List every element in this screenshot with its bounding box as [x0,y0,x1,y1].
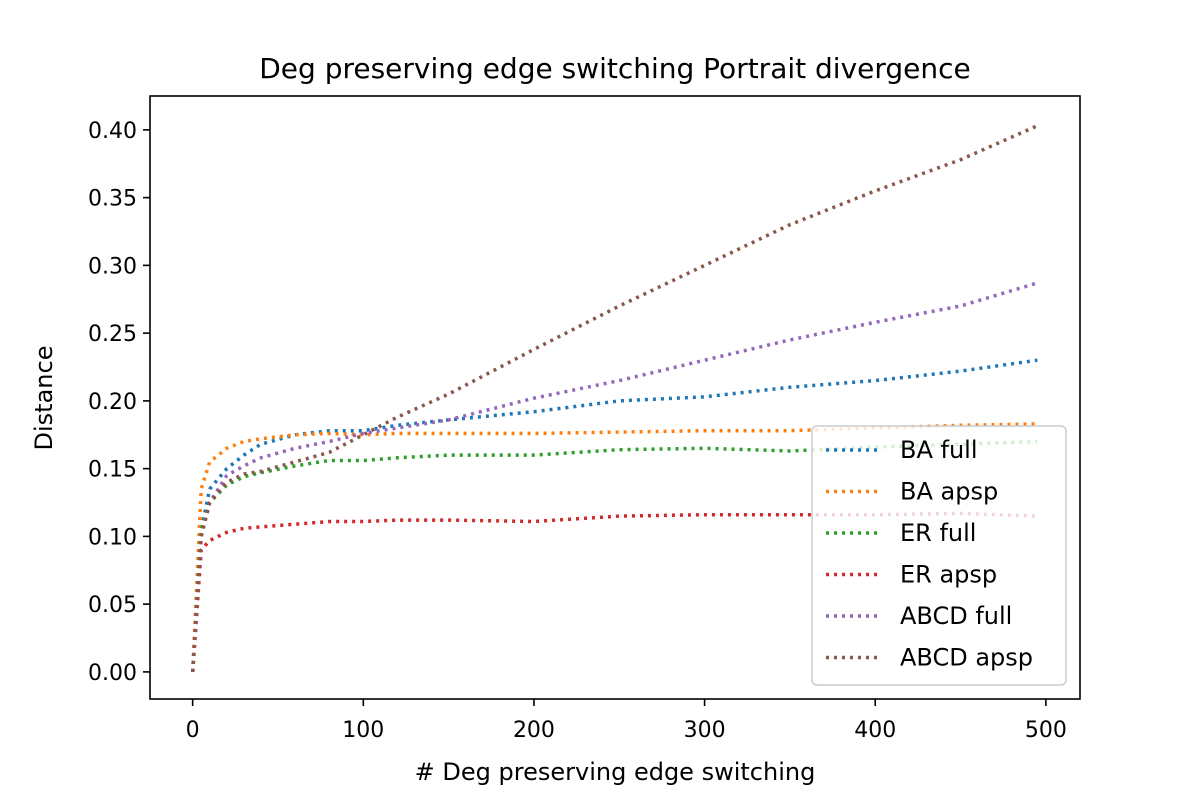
legend: BA full BA apsp ER full ER apsp ABCD full ABC… [811,425,1067,686]
legend-label: ER apsp [900,561,997,589]
y-tick-label: 0.15 [88,458,137,483]
legend-label: BA apsp [900,478,998,506]
y-tick-label: 0.00 [88,661,137,686]
y-tick-label: 0.25 [88,322,137,347]
x-tick-label: 0 [186,718,200,743]
chart-title: Deg preserving edge switching Portrait d… [259,52,971,85]
legend-label: ABCD full [900,602,1012,630]
x-axis-label: # Deg preserving edge switching [415,758,816,786]
x-tick-label: 400 [854,718,896,743]
y-tick-label: 0.40 [88,119,137,144]
x-tick-label: 200 [513,718,555,743]
x-tick-label: 100 [342,718,384,743]
y-tick-label: 0.10 [88,525,137,550]
plot-area: 0 100 200 300 400 500 0.00 0.05 0.10 0.15 0.20 0.25… [88,95,1081,743]
x-tick-label: 500 [1025,718,1067,743]
y-tick-label: 0.20 [88,390,137,415]
y-tick-label: 0.05 [88,593,137,618]
x-tick-label: 300 [684,718,726,743]
y-tick-label: 0.35 [88,187,137,212]
series-line-er-full [190,439,1038,673]
y-tick-label: 0.30 [88,254,137,279]
y-axis-label: Distance [30,346,58,451]
axes-frame [149,95,1081,700]
legend-label: BA full [900,436,978,464]
legend-label: ER full [900,519,976,547]
legend-label: ABCD apsp [900,644,1033,672]
series-line-abcd-apsp [190,124,1039,673]
